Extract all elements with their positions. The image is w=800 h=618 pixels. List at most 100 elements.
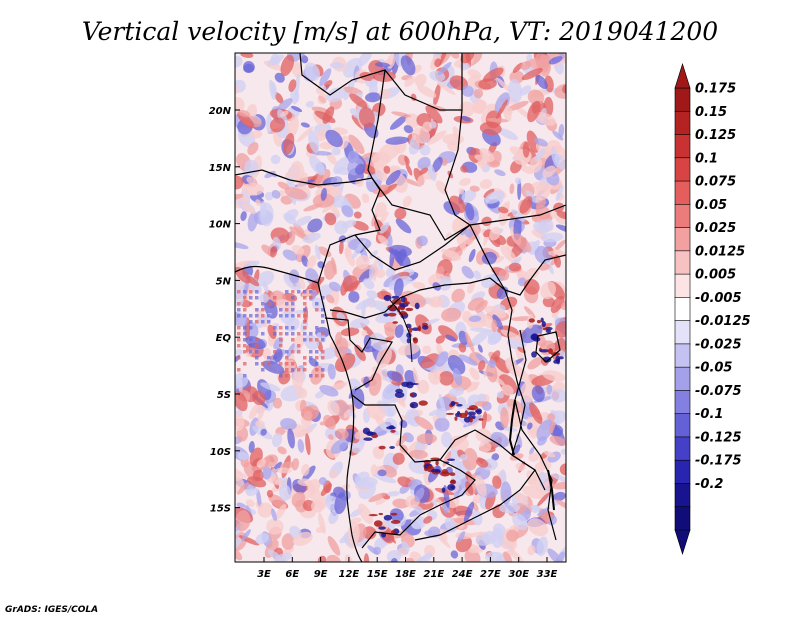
field-blob xyxy=(550,473,566,482)
field-blob xyxy=(514,177,522,185)
field-blob xyxy=(282,546,295,555)
field-blob xyxy=(282,249,298,261)
field-cell xyxy=(249,302,253,306)
lake-tanganyika xyxy=(508,399,516,456)
field-blob xyxy=(540,281,557,300)
field-cell xyxy=(378,445,386,450)
field-blob xyxy=(417,156,431,170)
field-blob xyxy=(473,270,481,280)
lat-label: 15N xyxy=(209,163,232,174)
border-chad xyxy=(367,69,566,241)
field-cell xyxy=(279,326,283,330)
lon-label: 33E xyxy=(537,569,558,580)
field-cell xyxy=(555,355,561,363)
field-blob xyxy=(372,259,378,282)
field-blob xyxy=(464,331,475,353)
field-blob xyxy=(467,475,475,482)
field-blob xyxy=(343,410,351,419)
lat-label: 20N xyxy=(209,106,232,117)
field-blob xyxy=(264,191,274,201)
field-cell xyxy=(430,457,441,461)
colorbar-swatch xyxy=(674,157,691,182)
field-blob xyxy=(542,370,566,382)
field-cell xyxy=(449,472,456,476)
field-blob xyxy=(501,384,514,396)
field-blob xyxy=(302,232,321,243)
colorbar-swatch xyxy=(674,390,691,415)
field-cell xyxy=(249,326,253,330)
field-blob xyxy=(435,335,445,344)
field-blob xyxy=(235,283,245,307)
map-panel xyxy=(234,52,567,563)
field-blob xyxy=(456,414,469,426)
field-blob xyxy=(329,62,345,70)
field-blob xyxy=(284,187,308,200)
field-cell xyxy=(378,526,386,530)
field-blob xyxy=(306,255,317,269)
field-cell xyxy=(539,349,550,353)
river-ubangi xyxy=(389,299,413,363)
field-cell xyxy=(243,374,247,378)
field-blob xyxy=(427,130,447,145)
field-cell xyxy=(279,314,283,318)
field-cell xyxy=(321,332,325,336)
field-blob xyxy=(481,274,498,289)
field-blob xyxy=(368,250,379,259)
field-blob xyxy=(471,510,483,526)
field-blob xyxy=(386,550,402,562)
field-blob xyxy=(395,218,412,234)
field-blob xyxy=(317,555,327,562)
field-cell xyxy=(243,362,247,366)
field-blob xyxy=(452,367,463,386)
field-blob xyxy=(260,428,267,436)
field-blob xyxy=(368,265,374,281)
field-blob xyxy=(320,187,327,201)
field-blob xyxy=(546,260,554,275)
field-cell xyxy=(378,512,384,516)
field-blob xyxy=(264,539,279,558)
field-blob xyxy=(478,78,497,90)
colorbar-label: -0.1 xyxy=(695,407,723,422)
field-blob xyxy=(540,232,564,243)
field-blob xyxy=(503,551,513,562)
field-blob xyxy=(261,244,273,256)
field-blob xyxy=(406,293,427,308)
field-cell xyxy=(243,350,247,354)
field-blob xyxy=(331,147,341,156)
field-blob xyxy=(486,117,509,123)
field-blob xyxy=(235,510,251,532)
field-blob xyxy=(353,211,362,219)
field-blob xyxy=(481,411,487,430)
field-cell xyxy=(466,407,475,410)
field-blob xyxy=(302,465,316,482)
border-zambia xyxy=(414,429,536,541)
field-blob xyxy=(508,79,523,103)
field-blob xyxy=(322,106,335,124)
field-blob xyxy=(303,203,323,212)
field-blob xyxy=(297,438,305,453)
lat-label: 5S xyxy=(217,390,231,401)
field-cell xyxy=(409,401,419,409)
field-blob xyxy=(363,376,370,388)
field-cell xyxy=(303,368,307,372)
field-blob xyxy=(460,53,475,64)
field-blob xyxy=(445,334,457,342)
border-congo xyxy=(329,277,506,319)
field-blob xyxy=(371,213,378,227)
field-blob xyxy=(534,461,546,472)
field-cell xyxy=(237,302,241,306)
field-cell xyxy=(261,302,265,306)
field-blob xyxy=(400,55,416,76)
field-cell xyxy=(249,350,253,354)
field-cell xyxy=(417,325,422,332)
field-cell xyxy=(469,416,473,423)
field-blob xyxy=(473,88,484,99)
colorbar-label: -0.05 xyxy=(695,361,732,376)
field-blob xyxy=(463,501,475,523)
field-blob xyxy=(354,344,366,362)
lake-malawi xyxy=(547,469,555,511)
field-cell xyxy=(414,302,420,310)
field-blob xyxy=(315,169,331,188)
field-blob xyxy=(317,92,328,105)
field-blob xyxy=(311,499,325,513)
